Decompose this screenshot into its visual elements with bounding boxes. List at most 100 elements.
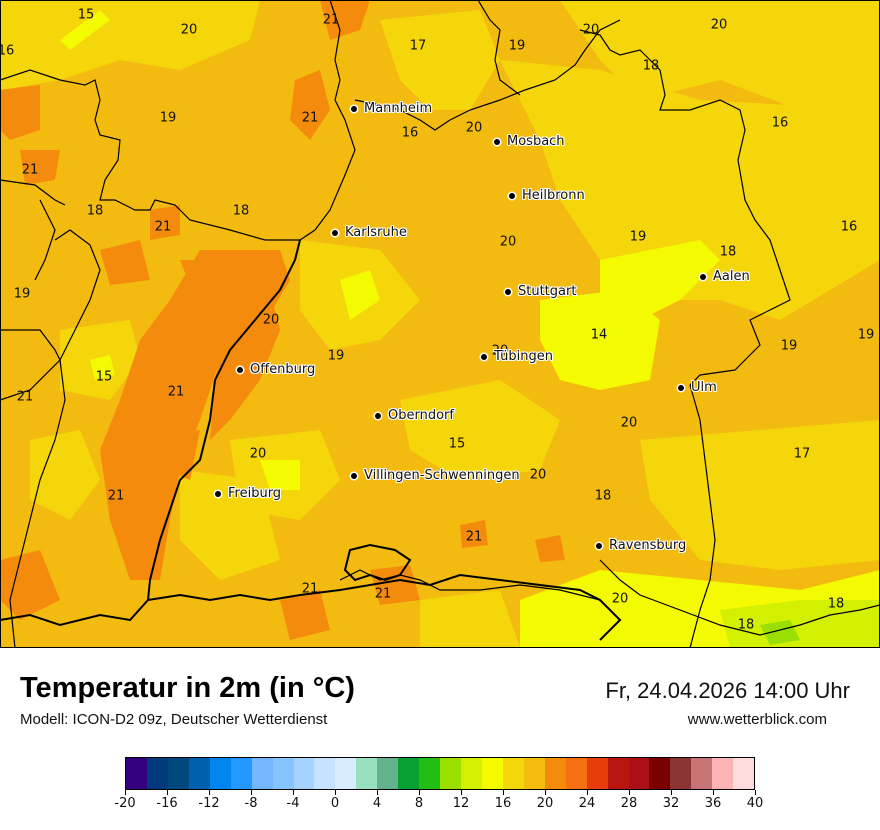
city-dot-icon [215,491,221,497]
colorbar-segment [356,758,378,789]
temperature-value: 21 [301,110,319,126]
colorbar-segment [670,758,692,789]
colorbar-segment [712,758,734,789]
temperature-value: 20 [262,312,280,328]
temperature-value: 18 [594,488,612,504]
colorbar-tick [209,790,210,795]
city-label: Oberndorf [388,407,454,423]
city-label: Karlsruhe [345,224,407,240]
temperature-value: 16 [401,125,419,141]
temperature-value: 19 [13,286,31,302]
temperature-value: 20 [620,415,638,431]
city-label: Villingen-Schwenningen [364,467,520,483]
city-dot-icon [509,193,515,199]
city-dot-icon [237,367,243,373]
city-dot-icon [678,385,684,391]
temperature-value: 20 [710,17,728,33]
colorbar-tick-label: -16 [156,796,178,811]
temperature-value: 19 [159,110,177,126]
temperature-value: 20 [529,467,547,483]
colorbar-tick-label: -12 [198,796,220,811]
colorbar-tick [629,790,630,795]
colorbar-segment [649,758,671,789]
website-link[interactable]: www.wetterblick.com [687,711,827,728]
forecast-datetime: Fr, 24.04.2026 14:00 Uhr [605,678,850,703]
temperature-value: 19 [629,229,647,245]
city-label: Ulm [691,379,717,395]
temperature-value: 15 [77,7,95,23]
temperature-value: 19 [857,327,875,343]
colorbar-segment [314,758,336,789]
city-label: Ravensburg [609,537,687,553]
city-label: Tübingen [494,348,553,364]
temperature-value: 20 [611,591,629,607]
colorbar-tick [713,790,714,795]
temperature-value: 21 [301,581,319,597]
temperature-value: 18 [232,203,250,219]
temperature-value: 15 [448,436,466,452]
colorbar-segment [335,758,357,789]
temperature-value: 18 [719,244,737,260]
temperature-value: 16 [840,219,858,235]
colorbar-segment [293,758,315,789]
colorbar-segment [691,758,713,789]
temperature-map: 15 20 21 17 19 20 20 16 18 19 21 16 20 16 21 18 18 21 20 19… [0,0,880,648]
colorbar-segment [586,758,608,789]
temperature-value: 15 [95,369,113,385]
city-label: Stuttgart [518,283,577,299]
city-dot-icon [375,413,381,419]
colorbar-tick-label: 24 [578,796,596,811]
colorbar-tick-label: 36 [704,796,722,811]
chart-title: Temperatur in 2m (in °C) [20,672,355,704]
colorbar-tick [755,790,756,795]
colorbar-tick-label: -8 [244,796,258,811]
city-label: Mosbach [507,133,565,149]
temperature-value: 21 [167,384,185,400]
colorbar-tick [461,790,462,795]
temperature-field [0,0,880,648]
temperature-value: 20 [465,120,483,136]
temperature-colorbar [125,757,755,790]
colorbar-tick-label: 28 [620,796,638,811]
colorbar-segment [461,758,482,789]
colorbar-segment [607,758,629,789]
colorbar-segment [523,758,545,789]
colorbar-tick [377,790,378,795]
colorbar-tick-label: 40 [746,796,764,811]
colorbar-segment [419,758,441,789]
city-label: Mannheim [364,100,433,116]
temperature-value: 18 [737,617,755,633]
city-dot-icon [596,543,602,549]
colorbar-tick-label: 32 [662,796,680,811]
colorbar-segment [146,758,168,789]
temperature-value: 19 [327,348,345,364]
temperature-value: 17 [793,446,811,462]
city-dot-icon [351,106,357,112]
city-dot-icon [700,274,706,280]
temperature-value: 21 [465,529,483,545]
temperature-value: 20 [499,234,517,250]
colorbar-segment [565,758,587,789]
colorbar-tick-label: 4 [372,796,382,811]
temperature-value: 18 [827,596,845,612]
colorbar-segment [481,758,503,789]
temperature-value: 20 [249,446,267,462]
temperature-value: 17 [409,38,427,54]
city-dot-icon [332,230,338,236]
colorbar-tick-label: 12 [452,796,470,811]
city-label: Aalen [713,268,750,284]
colorbar-tick-label: -4 [286,796,300,811]
temperature-value: 16 [0,43,15,59]
temperature-value: 21 [374,586,392,602]
colorbar-segment [272,758,294,789]
temperature-value: 21 [16,389,34,405]
colorbar-segment [733,758,755,789]
city-label: Offenburg [250,361,316,377]
colorbar-tick-label: 8 [414,796,424,811]
colorbar-tick [671,790,672,795]
temperature-value: 18 [642,58,660,74]
colorbar-tick [587,790,588,795]
colorbar-tick [251,790,252,795]
colorbar-segment [230,758,252,789]
colorbar-tick [335,790,336,795]
